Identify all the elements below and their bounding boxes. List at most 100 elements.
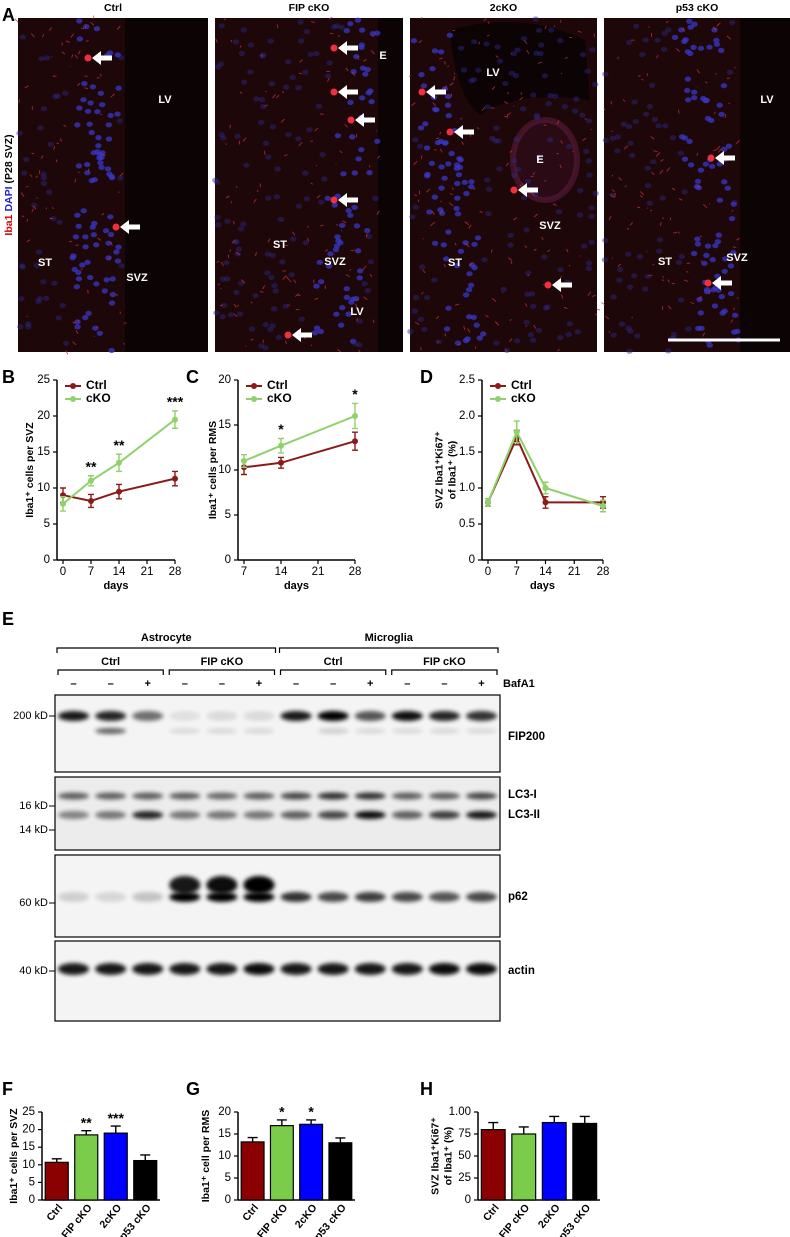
microglia-process <box>608 216 612 221</box>
legend-label: cKO <box>86 391 111 405</box>
nucleus <box>577 188 584 194</box>
microglia-process <box>487 21 490 24</box>
x-tick-label: 28 <box>349 566 362 578</box>
arrow <box>426 85 446 99</box>
microglia-process <box>530 192 535 196</box>
nucleus <box>720 83 728 89</box>
y-tick-label: 0 <box>469 554 475 566</box>
nucleus <box>264 251 271 257</box>
nucleus <box>252 293 259 299</box>
y-axis-label: of Iba1⁺ (%) <box>442 1127 454 1186</box>
band <box>354 811 386 819</box>
panel-label: B <box>2 367 15 387</box>
nucleus <box>306 127 313 133</box>
bar <box>328 1142 353 1201</box>
nucleus <box>318 199 325 205</box>
nucleus <box>105 136 113 142</box>
band <box>465 728 498 734</box>
nucleus <box>685 97 692 103</box>
nucleus <box>589 47 596 53</box>
nucleus <box>576 212 584 218</box>
nucleus <box>681 135 688 141</box>
y-tick-label: 10 <box>22 1159 35 1171</box>
nucleus <box>713 41 721 47</box>
microglia-process <box>310 344 313 347</box>
nucleus <box>573 96 580 102</box>
nucleus <box>340 171 347 177</box>
band <box>132 711 164 721</box>
x-tick-label: FIP cKO <box>59 1202 94 1237</box>
microglia-process <box>110 241 113 246</box>
nucleus <box>333 311 340 317</box>
nucleus <box>545 101 552 107</box>
microglia-process <box>560 72 563 75</box>
microglia-process <box>513 105 515 107</box>
nucleus <box>691 89 698 95</box>
microglia-process <box>369 274 373 277</box>
microglia-process <box>329 32 334 35</box>
microglia-process <box>435 315 440 320</box>
nucleus <box>107 112 114 119</box>
nucleus <box>358 147 365 153</box>
band <box>428 792 460 800</box>
microglia-process <box>286 276 290 281</box>
error-bar <box>81 1129 92 1135</box>
band <box>465 811 498 819</box>
microglia-process <box>735 140 740 144</box>
nucleus <box>298 316 305 322</box>
microglia-process <box>26 239 31 243</box>
y-tick-label: 0 <box>465 1194 471 1206</box>
bar <box>74 1134 99 1201</box>
microglia-process <box>714 111 716 114</box>
nucleus <box>267 38 274 44</box>
nucleus <box>332 247 340 253</box>
microglia-process <box>333 253 335 255</box>
nucleus <box>102 228 110 234</box>
nucleus <box>82 244 89 250</box>
microglia-process <box>225 195 230 199</box>
nucleus <box>219 314 226 320</box>
nucleus <box>721 146 728 152</box>
microglia-process <box>527 274 530 277</box>
nucleus <box>602 237 609 243</box>
band <box>169 811 201 819</box>
x-tick-label: 21 <box>568 566 581 578</box>
nucleus <box>99 150 106 156</box>
nucleus <box>374 138 381 144</box>
nucleus <box>493 340 500 346</box>
microglia-process <box>481 107 486 111</box>
bar <box>269 1125 294 1201</box>
microglia-process <box>601 302 606 306</box>
nucleus <box>50 216 57 222</box>
nucleus <box>97 160 104 166</box>
nucleus <box>466 271 473 277</box>
microglia-process <box>667 279 670 283</box>
nucleus <box>115 244 122 250</box>
microglia-process <box>718 148 722 153</box>
y-tick-label: 20 <box>218 1106 231 1118</box>
microglia-process <box>503 100 508 105</box>
nucleus <box>588 205 595 211</box>
nucleus <box>356 342 363 348</box>
treatment-sign: – <box>293 678 299 690</box>
nucleus <box>614 134 622 140</box>
band <box>280 963 312 975</box>
microglia-process <box>51 207 55 210</box>
microglia-process <box>411 102 416 107</box>
legend-marker <box>495 383 501 389</box>
nucleus <box>101 288 109 294</box>
nucleus <box>535 327 543 333</box>
y-tick-label: 5 <box>225 509 231 521</box>
band <box>317 792 349 800</box>
error-bar <box>488 1121 499 1130</box>
microglia-cell <box>330 88 338 96</box>
nucleus <box>514 47 521 53</box>
x-tick-label: p53 cKO <box>557 1202 594 1237</box>
group-bracket <box>56 647 277 653</box>
nucleus <box>334 133 342 139</box>
nucleus <box>258 97 266 103</box>
nucleus <box>588 213 595 219</box>
nucleus <box>703 252 710 258</box>
band <box>280 811 312 819</box>
